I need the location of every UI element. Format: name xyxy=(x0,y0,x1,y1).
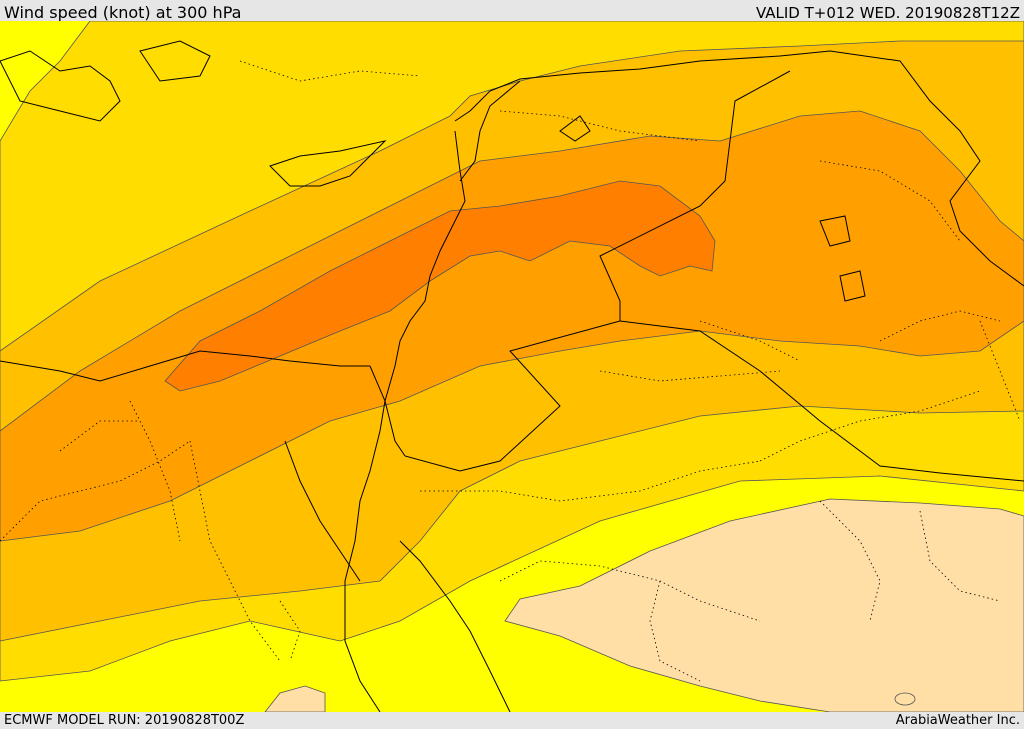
calm-patch-small xyxy=(264,685,326,712)
wind-speed-map xyxy=(0,21,1024,712)
borders xyxy=(0,40,1024,712)
map-title: Wind speed (knot) at 300 hPa xyxy=(4,3,242,22)
model-run-label: ECMWF MODEL RUN: 20190828T00Z xyxy=(4,713,245,728)
header-bar: Wind speed (knot) at 300 hPa VALID T+012… xyxy=(0,0,1024,22)
brand-label: ArabiaWeather Inc. xyxy=(895,713,1020,728)
footer-bar: ECMWF MODEL RUN: 20190828T00Z ArabiaWeat… xyxy=(0,712,1024,729)
admin-lines xyxy=(0,60,1021,682)
band-4-region xyxy=(0,110,1024,542)
valid-time: VALID T+012 WED. 20190828T12Z xyxy=(755,4,1020,22)
calm-region xyxy=(504,498,1024,712)
band-5-region xyxy=(164,180,716,392)
calm-spot xyxy=(894,692,916,706)
